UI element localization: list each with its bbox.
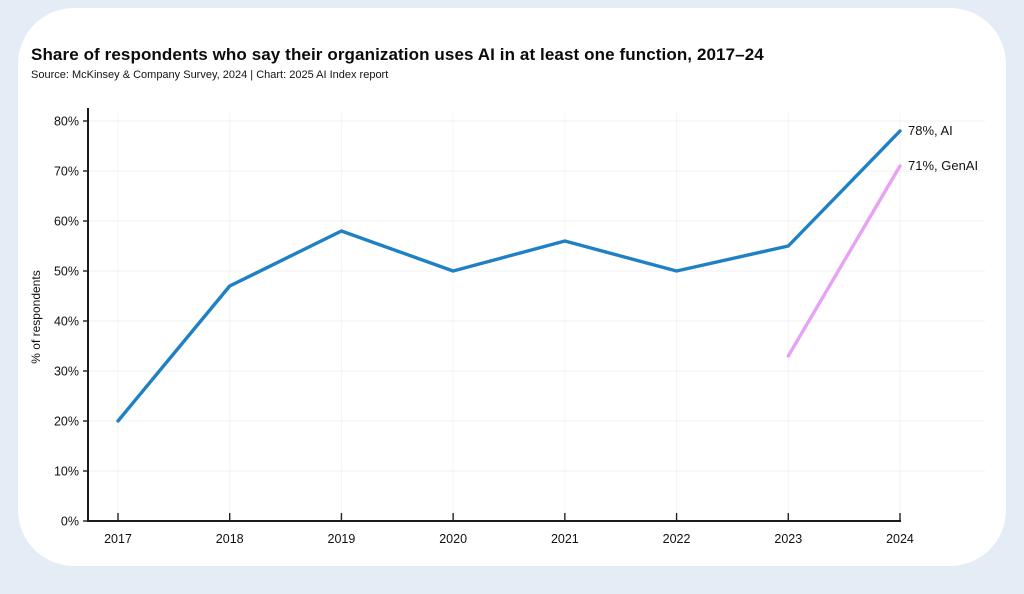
chart-source-caption: Source: McKinsey & Company Survey, 2024 … <box>31 69 389 81</box>
chart-card: Share of respondents who say their organ… <box>18 8 1006 566</box>
chart-title: Share of respondents who say their organ… <box>31 45 764 64</box>
